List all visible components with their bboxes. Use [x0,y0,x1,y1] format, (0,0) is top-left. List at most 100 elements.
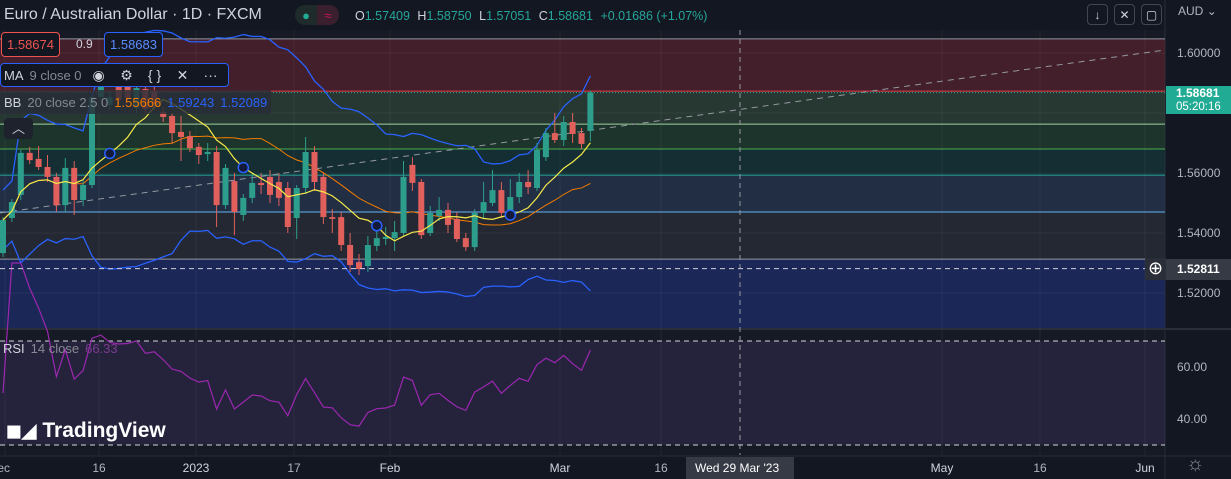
candle-body [231,181,238,212]
collapse-icon[interactable]: ✕ [1114,4,1135,25]
ohlc-readout: O1.57409 H1.58750 L1.57051 C1.58681 +0.0… [355,9,711,23]
collapse-legend-button[interactable]: ︿ [4,118,33,139]
candle-body [89,97,95,185]
candle-body [569,122,576,134]
time-tick-label: Feb [379,461,401,475]
candle-body [213,152,220,206]
candle-body [53,176,60,206]
symbol-title[interactable]: Euro / Australian Dollar · 1D · FXCM [4,6,262,23]
candle-body [275,182,282,198]
tradingview-logo[interactable]: ◼◢ TradingView [6,419,166,443]
candle-body [551,133,558,140]
candle-body [587,92,594,131]
rsi-tick-label: 60.00 [1177,360,1208,374]
rsi-params: 14 close [30,341,80,356]
candle [542,128,549,161]
candle-body [525,182,532,188]
price-axis [1165,0,1231,479]
candle-body [480,202,487,213]
candle-body [0,220,6,254]
candle [498,182,505,218]
candle [338,212,345,251]
time-tick-label: Jun [1135,461,1155,475]
candle-body [427,212,434,233]
ma-legend[interactable]: MA 9 close 0 ◉ ⚙ { } ✕ ··· [0,63,229,87]
candle [587,90,594,142]
candle [462,233,469,251]
chevron-down-icon: ⌄ [1206,4,1217,18]
sell-button[interactable]: 1.58674 [1,32,60,57]
candle [551,113,558,143]
candle-body [169,116,176,134]
candle-body [347,245,354,266]
candle-body [26,152,33,161]
candle [53,173,60,212]
zone-band [0,212,1165,260]
bb-lower-value: 1.52089 [220,94,268,110]
time-tick-label: May [930,461,954,475]
candle [480,182,487,218]
candle-body [284,188,291,227]
candle-body [462,238,469,248]
high-value: 1.58750 [426,9,472,23]
close-icon[interactable]: ✕ [176,66,189,83]
last-price-label: 1.58681 [1166,86,1231,114]
more-icon[interactable]: ··· [203,67,218,83]
rsi-value: 66.33 [85,341,118,356]
crosshair-price-label: 1.52811 [1166,259,1231,280]
arrow-down-icon[interactable]: ↓ [1087,4,1108,25]
candle-body [507,197,514,213]
candle-body [471,212,478,248]
candle [267,170,273,203]
candle-body [249,182,256,198]
candle [427,206,434,236]
candle-body [311,152,318,182]
candle-body [578,133,585,144]
market-status-pill[interactable]: ● ≈ [295,5,339,25]
candle [418,179,425,239]
gear-icon[interactable]: ⚙ [120,66,133,83]
candle-body [560,122,567,140]
candle [240,194,247,221]
candle-body [17,152,24,195]
rsi-name: RSI [3,341,25,356]
candle-body [445,209,451,225]
market-open-icon: ● [302,7,310,23]
candle [445,203,451,233]
candle [222,164,229,209]
candle-body [338,217,345,245]
currency-dropdown[interactable]: AUD ⌄ [1178,4,1217,18]
buy-button[interactable]: 1.58683 [104,32,163,57]
price-tick-label: 1.60000 [1177,46,1221,60]
indicator-marker [504,209,517,221]
add-alert-plus-icon[interactable]: ⊕ [1145,258,1166,280]
candle-body [418,182,425,236]
candle [62,158,69,212]
candle-body [80,185,87,200]
eye-icon[interactable]: ◉ [92,66,105,83]
candle-body [400,176,407,233]
candle-body [35,158,42,167]
candle-body [329,217,336,219]
candle-body [204,152,211,155]
candle [178,116,184,161]
settings-gear-icon[interactable]: ☼ [1186,453,1205,475]
chevron-up-icon: ︿ [11,121,25,136]
candle-body [267,176,273,195]
candle [258,173,265,194]
time-tick-label: 16 [654,461,668,475]
candle [400,161,407,236]
candle-body [44,167,51,177]
time-tick-label: 16 [92,461,106,475]
candle [249,173,256,203]
rsi-legend[interactable]: RSI 14 close 66.33 [3,341,118,356]
spread-value: 0.9 [76,37,93,51]
candle [320,173,327,224]
source-code-icon[interactable]: { } [147,67,162,83]
candle-body [258,182,265,185]
fullscreen-icon[interactable]: ▢ [1141,4,1162,25]
trend-line [0,49,1166,214]
candle-body [186,136,193,149]
bb-legend[interactable]: BB 20 close 2.5 0 1.55666 1.59243 1.52089 [0,90,272,114]
candle [26,146,33,164]
